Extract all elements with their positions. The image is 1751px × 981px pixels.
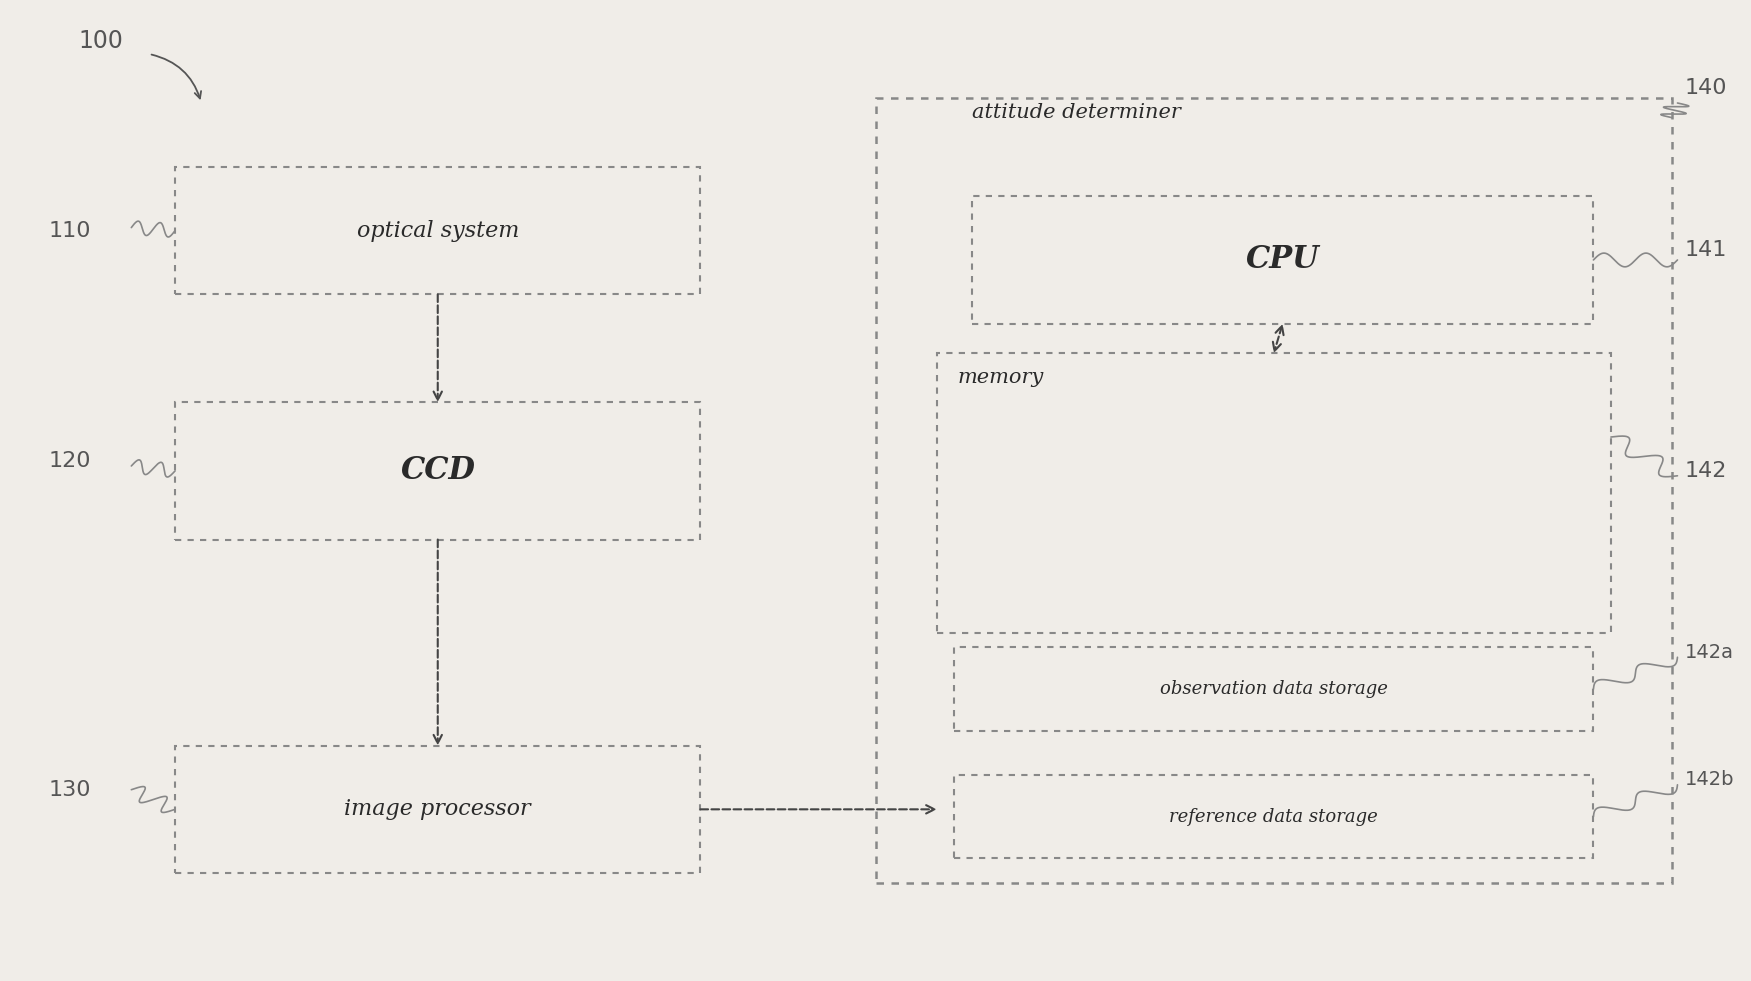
- Bar: [175, 746, 700, 873]
- Text: reference data storage: reference data storage: [1170, 807, 1378, 826]
- Text: observation data storage: observation data storage: [1159, 680, 1389, 698]
- Text: 140: 140: [1684, 78, 1726, 98]
- Text: 141: 141: [1684, 240, 1726, 260]
- Text: CPU: CPU: [1245, 244, 1320, 276]
- Text: 142b: 142b: [1684, 770, 1733, 789]
- Bar: [175, 402, 700, 540]
- Text: 142: 142: [1684, 461, 1726, 481]
- Text: image processor: image processor: [345, 799, 531, 820]
- Text: 142a: 142a: [1684, 643, 1733, 661]
- Text: CCD: CCD: [401, 455, 475, 487]
- Bar: [972, 196, 1593, 324]
- Text: memory: memory: [958, 368, 1044, 387]
- Bar: [954, 647, 1593, 731]
- Text: attitude determiner: attitude determiner: [972, 103, 1180, 122]
- Text: 130: 130: [49, 780, 91, 800]
- Text: 120: 120: [49, 451, 91, 471]
- Bar: [876, 98, 1672, 883]
- Text: 100: 100: [79, 29, 124, 53]
- Text: optical system: optical system: [357, 220, 518, 241]
- Bar: [954, 775, 1593, 858]
- Text: 110: 110: [49, 221, 91, 240]
- Bar: [175, 167, 700, 294]
- Bar: [937, 353, 1611, 633]
